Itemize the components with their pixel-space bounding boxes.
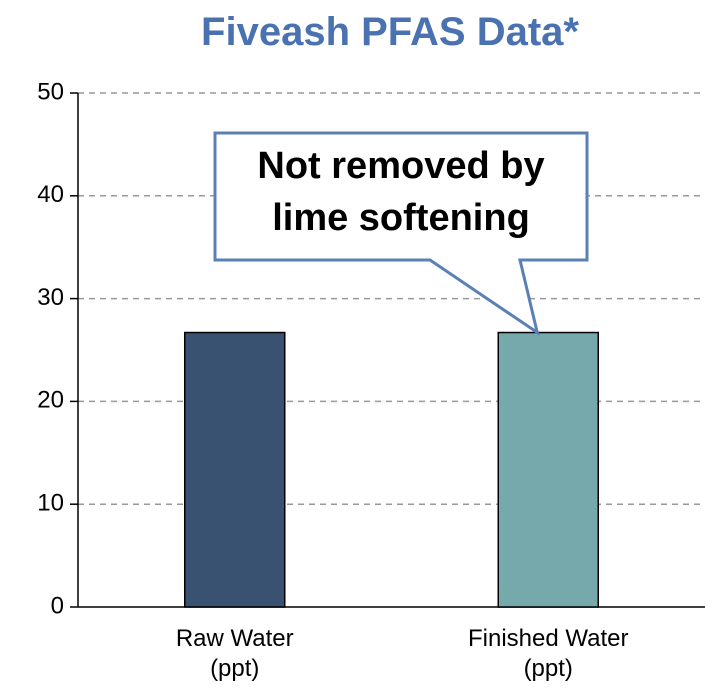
- callout: [213, 131, 589, 336]
- chart-title: Fiveash PFAS Data*: [201, 10, 579, 54]
- y-tick-label: 50: [37, 78, 64, 105]
- y-tick-label: 20: [37, 387, 64, 414]
- y-tick-label: 40: [37, 181, 64, 208]
- x-tick-label: Raw Water (ppt): [175, 625, 294, 682]
- bar: [497, 331, 599, 608]
- y-tick-label: 10: [37, 490, 64, 517]
- annotation: Not removed by lime softening: [257, 145, 545, 239]
- y-tick-label: 0: [51, 592, 64, 619]
- y-tick-label: 30: [37, 284, 64, 311]
- bar: [184, 331, 286, 608]
- x-tick-label: Finished Water (ppt): [468, 625, 629, 682]
